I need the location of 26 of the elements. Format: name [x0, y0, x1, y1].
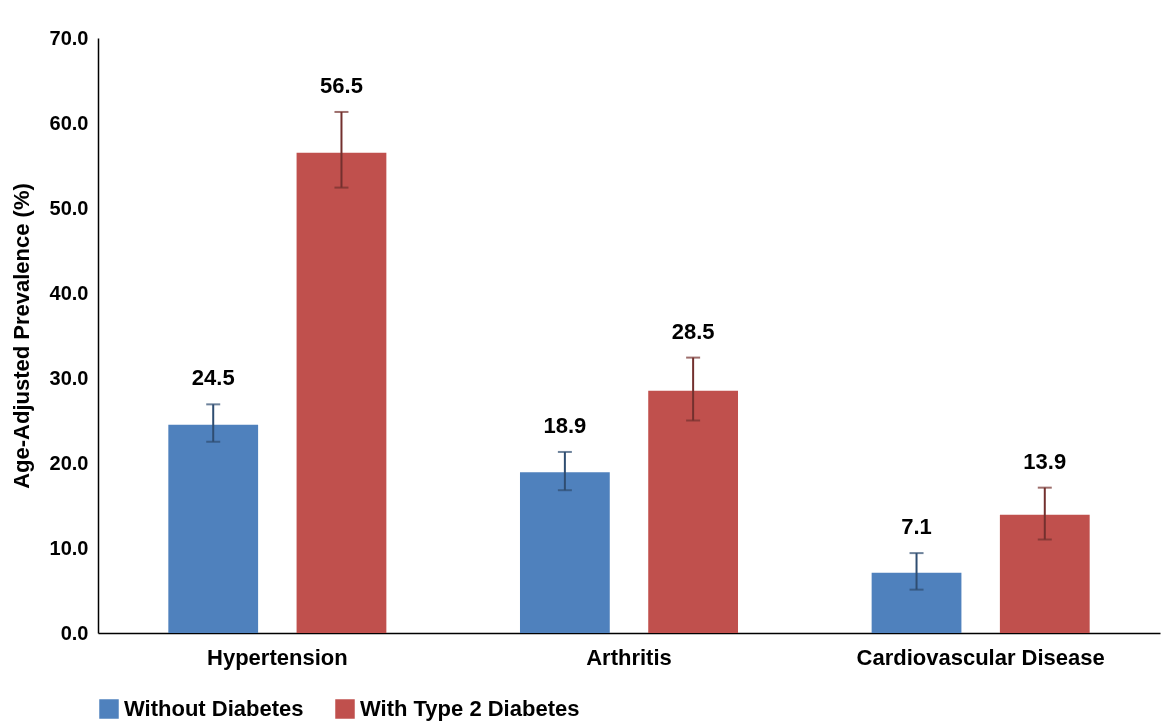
bar — [999, 514, 1090, 633]
legend-label: Without Diabetes — [124, 696, 304, 721]
y-axis-title: Age-Adjusted Prevalence (%) — [8, 183, 34, 489]
bar — [296, 152, 387, 633]
data-label: 18.9 — [543, 412, 587, 438]
y-tick-label: 30.0 — [49, 366, 89, 389]
data-label: 28.5 — [671, 318, 715, 344]
bar — [519, 472, 610, 633]
data-label: 24.5 — [191, 365, 235, 391]
data-label: 7.1 — [901, 514, 932, 540]
y-tick-label: 60.0 — [49, 111, 89, 134]
bar — [871, 572, 962, 633]
y-tick-label: 50.0 — [49, 196, 89, 219]
x-tick-label: Cardiovascular Disease — [856, 644, 1105, 670]
legend-label: With Type 2 Diabetes — [360, 696, 580, 721]
y-tick-label: 40.0 — [49, 281, 89, 304]
data-label: 56.5 — [320, 72, 363, 98]
x-tick-label: Arthritis — [586, 644, 672, 670]
y-tick-label: 70.0 — [49, 26, 89, 49]
data-label: 13.9 — [1023, 448, 1067, 474]
y-tick-label: 10.0 — [49, 536, 89, 559]
y-tick-label: 0.0 — [60, 621, 89, 644]
y-tick-label: 20.0 — [49, 451, 89, 474]
x-tick-label: Hypertension — [207, 644, 348, 670]
bar — [168, 424, 259, 633]
bar — [648, 390, 739, 633]
